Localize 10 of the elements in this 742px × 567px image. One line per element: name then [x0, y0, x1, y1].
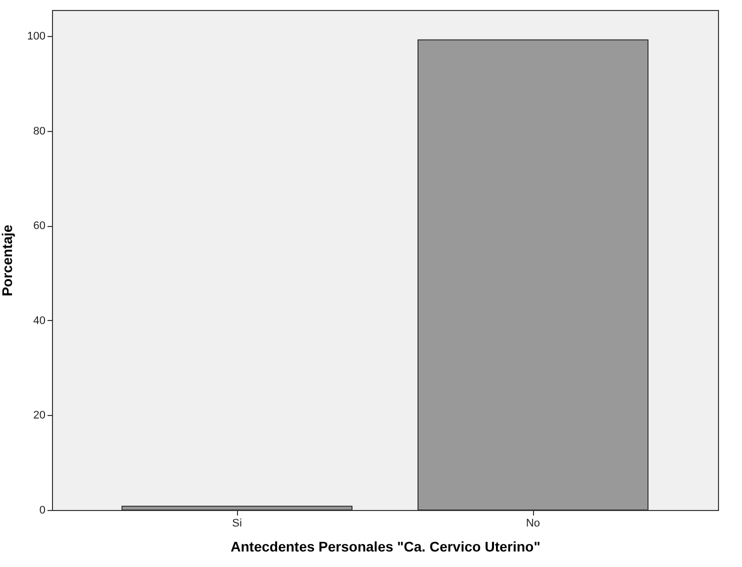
x-axis-title: Antecdentes Personales "Ca. Cervico Uterino": [230, 538, 540, 554]
y-tick-label: 100: [27, 30, 46, 43]
y-tick-label: 20: [33, 410, 46, 422]
y-tick-label: 60: [33, 220, 46, 232]
y-tick-label: 80: [33, 125, 46, 138]
y-tick-label: 0: [39, 504, 46, 516]
y-tick-label: 40: [33, 314, 46, 327]
x-tick-label: Si: [232, 518, 242, 530]
y-axis-title: Porcentaje: [0, 224, 16, 296]
x-tick-label: No: [526, 518, 540, 530]
